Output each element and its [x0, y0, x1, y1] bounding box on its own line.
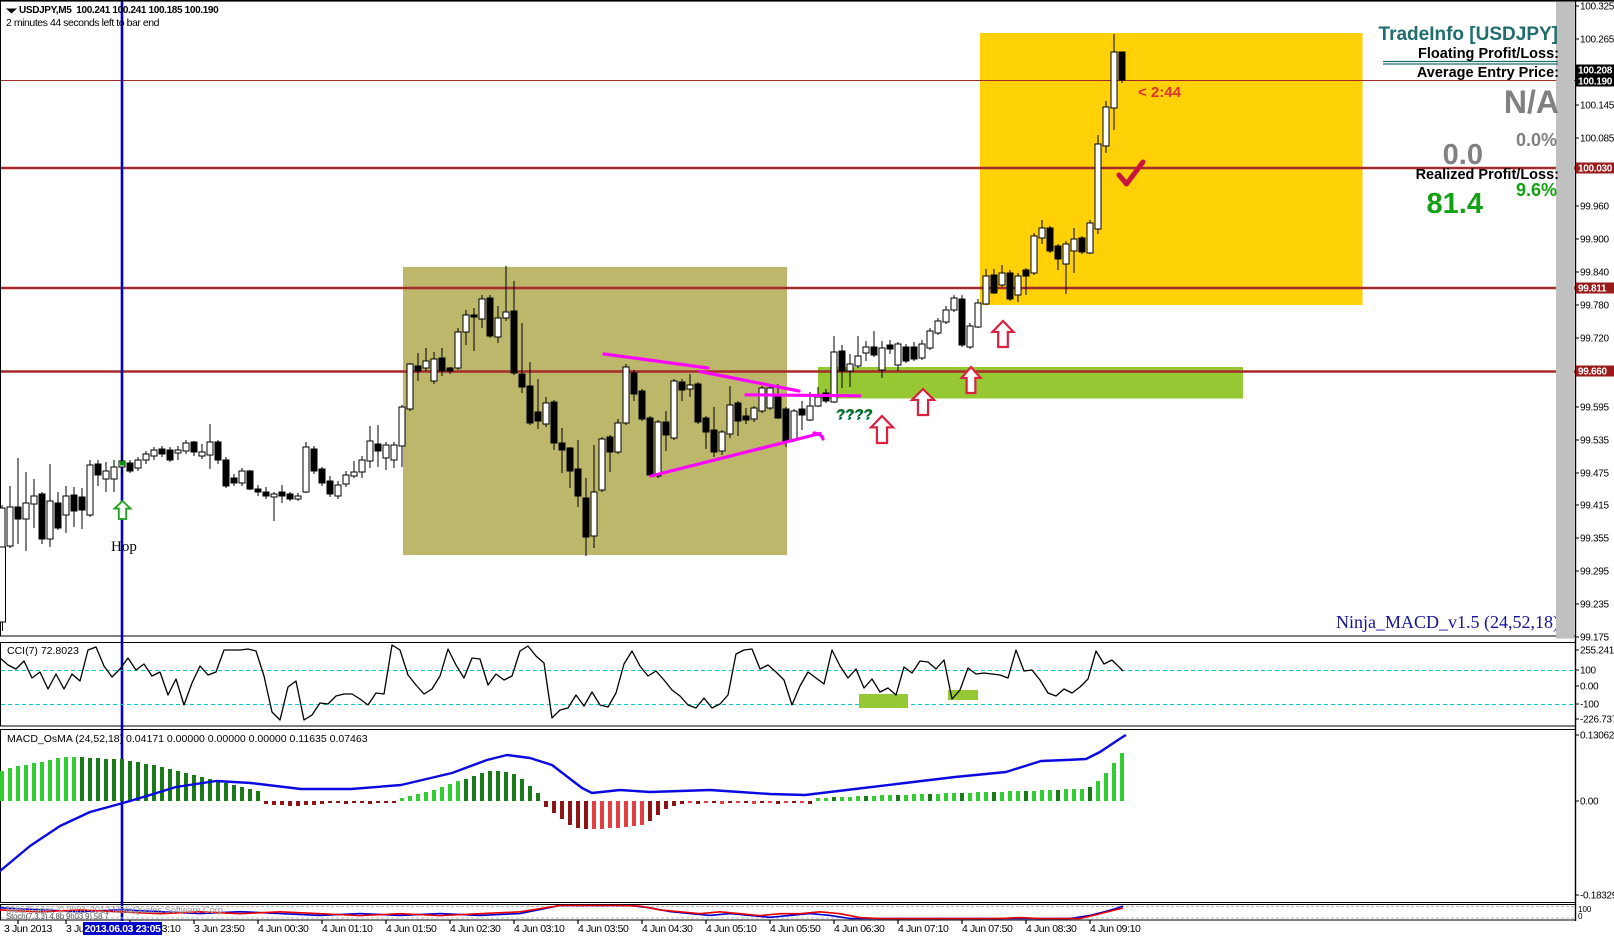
svg-text:9.6%: 9.6%	[1516, 180, 1557, 200]
svg-text:99.475: 99.475	[1580, 469, 1610, 480]
svg-text:99.660: 99.660	[1578, 367, 1608, 378]
svg-text:4 Jun 00:30: 4 Jun 00:30	[258, 923, 309, 935]
svg-text:100.030: 100.030	[1578, 164, 1613, 175]
svg-text:Average Entry Price:: Average Entry Price:	[1417, 65, 1559, 81]
svg-text:Ninja_MACD_v1.5 (24,52,18): Ninja_MACD_v1.5 (24,52,18)	[1336, 612, 1559, 633]
svg-text:0: 0	[1578, 912, 1583, 921]
svg-text:4 Jun 07:50: 4 Jun 07:50	[962, 923, 1013, 935]
svg-text:0.0: 0.0	[1443, 139, 1483, 171]
svg-text:-100: -100	[1580, 700, 1600, 711]
svg-text:0.0%: 0.0%	[1516, 130, 1557, 150]
svg-text:100.208: 100.208	[1578, 66, 1613, 77]
svg-text:100.145: 100.145	[1580, 101, 1614, 112]
svg-text:99.840: 99.840	[1580, 268, 1610, 279]
svg-text:Hop: Hop	[111, 539, 137, 555]
svg-text:99.175: 99.175	[1580, 633, 1610, 644]
svg-text:4 Jun 01:50: 4 Jun 01:50	[386, 923, 437, 935]
svg-text:4 Jun 08:30: 4 Jun 08:30	[1026, 923, 1077, 935]
svg-text:< 2:44: < 2:44	[1138, 84, 1182, 101]
svg-text:TradeInfo [USDJPY]: TradeInfo [USDJPY]	[1379, 24, 1558, 45]
svg-text:99.535: 99.535	[1580, 436, 1610, 447]
svg-text:3 Jun 2013: 3 Jun 2013	[4, 923, 53, 935]
svg-text:CCI(7) 72.8023: CCI(7) 72.8023	[7, 645, 79, 657]
svg-text:99.235: 99.235	[1580, 600, 1610, 611]
svg-text:99.355: 99.355	[1580, 534, 1610, 545]
svg-text:100.190: 100.190	[1578, 77, 1613, 88]
svg-text:Floating Profit/Loss:: Floating Profit/Loss:	[1418, 46, 1559, 62]
svg-text:100.085: 100.085	[1580, 134, 1614, 145]
svg-text:4 Jun 04:30: 4 Jun 04:30	[642, 923, 693, 935]
svg-text:4 Jun 07:10: 4 Jun 07:10	[898, 923, 949, 935]
svg-text:100.325: 100.325	[1580, 2, 1614, 13]
svg-text:-226.737: -226.737	[1580, 715, 1614, 726]
svg-text:0.00: 0.00	[1580, 682, 1599, 693]
svg-text:Realized Profit/Loss:: Realized Profit/Loss:	[1416, 167, 1559, 183]
svg-text:????: ????	[837, 406, 874, 423]
svg-text:100.265: 100.265	[1580, 35, 1614, 46]
svg-text:99.960: 99.960	[1580, 202, 1610, 213]
svg-text:99.900: 99.900	[1580, 235, 1610, 246]
svg-text:4 Jun 01:10: 4 Jun 01:10	[322, 923, 373, 935]
svg-text:4 Jun 09:10: 4 Jun 09:10	[1090, 923, 1141, 935]
svg-text:Stoch(7,3,3) 4,8b 9h03 9) 58 7: Stoch(7,3,3) 4,8b 9h03 9) 58 7	[6, 912, 109, 921]
svg-text:100: 100	[1580, 666, 1597, 677]
svg-text:99.780: 99.780	[1580, 301, 1610, 312]
svg-text:4 Jun 03:10: 4 Jun 03:10	[514, 923, 565, 935]
svg-text:4 Jun 03:50: 4 Jun 03:50	[578, 923, 629, 935]
svg-text:100: 100	[1578, 905, 1592, 914]
svg-text:4 Jun 06:30: 4 Jun 06:30	[834, 923, 885, 935]
svg-text:99.811: 99.811	[1578, 284, 1607, 295]
svg-text:USDJPY,M5 100.241 100.241 100: USDJPY,M5 100.241 100.241 100.185 100.19…	[19, 5, 219, 16]
svg-text:99.595: 99.595	[1580, 403, 1610, 414]
svg-text:99.295: 99.295	[1580, 567, 1610, 578]
svg-text:0.00: 0.00	[1580, 797, 1599, 808]
svg-text:-0.18329: -0.18329	[1580, 891, 1614, 902]
svg-text:4 Jun 02:30: 4 Jun 02:30	[450, 923, 501, 935]
svg-text:255.2415: 255.2415	[1580, 646, 1614, 657]
svg-text:99.415: 99.415	[1580, 501, 1610, 512]
svg-text:N/A: N/A	[1504, 84, 1559, 120]
svg-text:81.4: 81.4	[1427, 188, 1483, 220]
svg-text:2013.06.03 23:05: 2013.06.03 23:05	[85, 923, 161, 935]
svg-text:2 minutes 44 seconds left to b: 2 minutes 44 seconds left to bar end	[6, 17, 160, 29]
svg-text:99.720: 99.720	[1580, 334, 1610, 345]
svg-text:3 Jun 23:50: 3 Jun 23:50	[194, 923, 245, 935]
svg-text:????: ????	[836, 407, 873, 424]
svg-text:MetaTrader, © 2001-2013 MetaQu: MetaTrader, © 2001-2013 MetaQuotes Softw…	[6, 905, 225, 916]
svg-text:4 Jun 05:50: 4 Jun 05:50	[770, 923, 821, 935]
svg-text:4 Jun 05:10: 4 Jun 05:10	[706, 923, 757, 935]
svg-text:0.13062: 0.13062	[1580, 731, 1614, 742]
svg-text:MACD_OsMA (24,52,18) 0.04171 0: MACD_OsMA (24,52,18) 0.04171 0.00000 0.0…	[7, 733, 368, 745]
